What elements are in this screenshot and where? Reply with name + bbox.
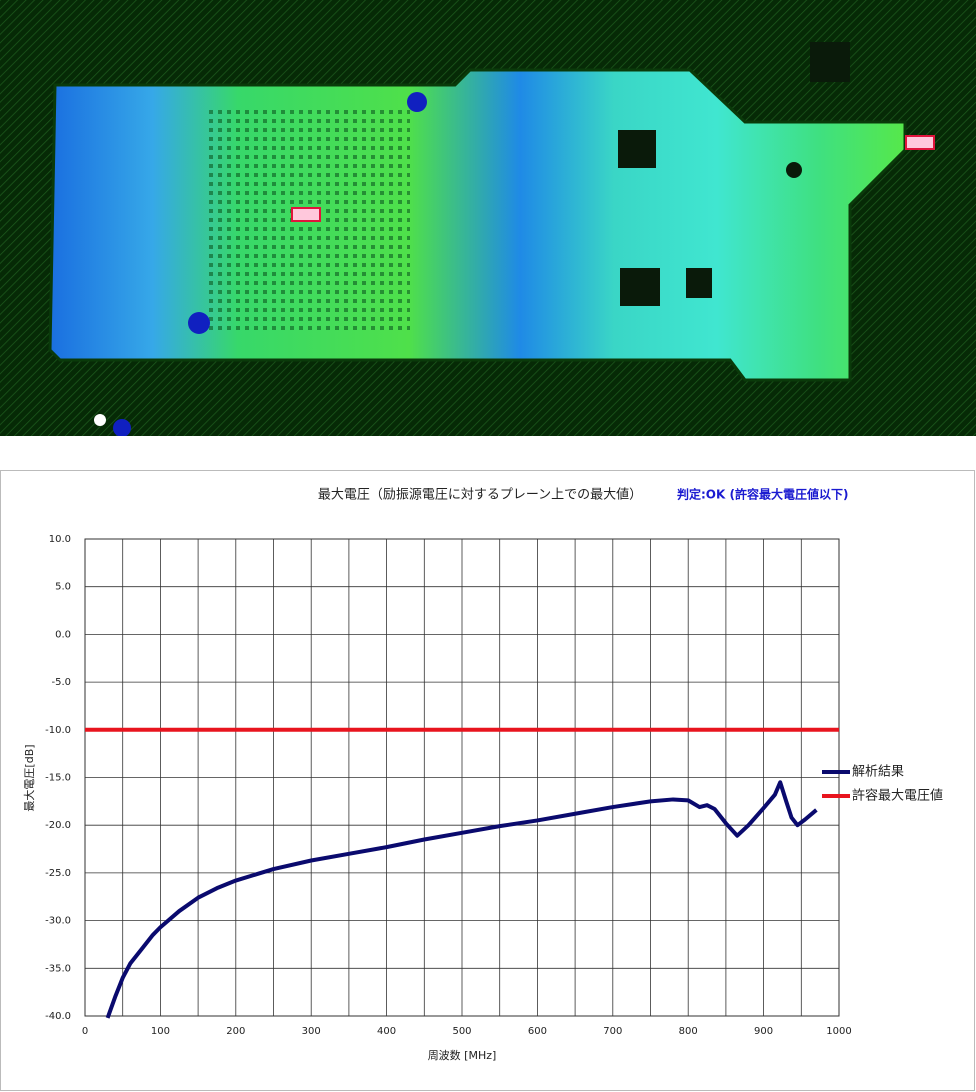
y-tick-label: -15.0 [45, 773, 71, 784]
x-tick-label: 1000 [826, 1026, 851, 1037]
y-tick-label: -25.0 [45, 868, 71, 879]
annotation: 判定:OK (許容最大電圧値以下) [677, 487, 848, 502]
via [407, 92, 427, 112]
y-tick-label: -20.0 [45, 820, 71, 831]
ic [620, 268, 660, 306]
legend-label: 解析結果 [852, 765, 904, 780]
chart-title: 最大電圧（励振源電圧に対するプレーン上での最大値） [318, 487, 642, 503]
y-axis-label: 最大電圧[dB] [22, 744, 36, 811]
x-tick-label: 700 [603, 1026, 622, 1037]
via [786, 162, 802, 178]
via [94, 414, 106, 426]
y-tick-label: -10.0 [45, 725, 71, 736]
y-tick-label: 5.0 [55, 582, 71, 593]
pcb-heatmap [0, 0, 976, 436]
y-tick-label: -35.0 [45, 963, 71, 974]
chart: 最大電圧（励振源電圧に対するプレーン上での最大値） 判定:OK (許容最大電圧値… [0, 470, 975, 1091]
y-tick-label: -5.0 [51, 677, 71, 688]
x-tick-label: 900 [754, 1026, 773, 1037]
ic [686, 268, 712, 298]
x-tick-label: 400 [377, 1026, 396, 1037]
x-tick-label: 200 [226, 1026, 245, 1037]
chart-frame [0, 470, 975, 1091]
via [188, 312, 210, 334]
x-tick-label: 500 [452, 1026, 471, 1037]
y-tick-label: 0.0 [55, 629, 71, 640]
via [113, 419, 131, 436]
ic [618, 130, 656, 168]
x-tick-label: 600 [528, 1026, 547, 1037]
x-axis-label: 周波数 [MHz] [428, 1049, 497, 1062]
source-port [905, 135, 935, 150]
series-line [105, 780, 818, 1019]
y-tick-label: -40.0 [45, 1011, 71, 1022]
ic [810, 42, 850, 82]
source-port [291, 207, 321, 222]
x-tick-label: 300 [302, 1026, 321, 1037]
x-tick-label: 0 [82, 1026, 88, 1037]
y-tick-label: -30.0 [45, 916, 71, 927]
x-tick-label: 800 [679, 1026, 698, 1037]
y-tick-label: 10.0 [49, 534, 71, 545]
x-tick-label: 100 [151, 1026, 170, 1037]
legend-label: 許容最大電圧値 [852, 788, 943, 804]
